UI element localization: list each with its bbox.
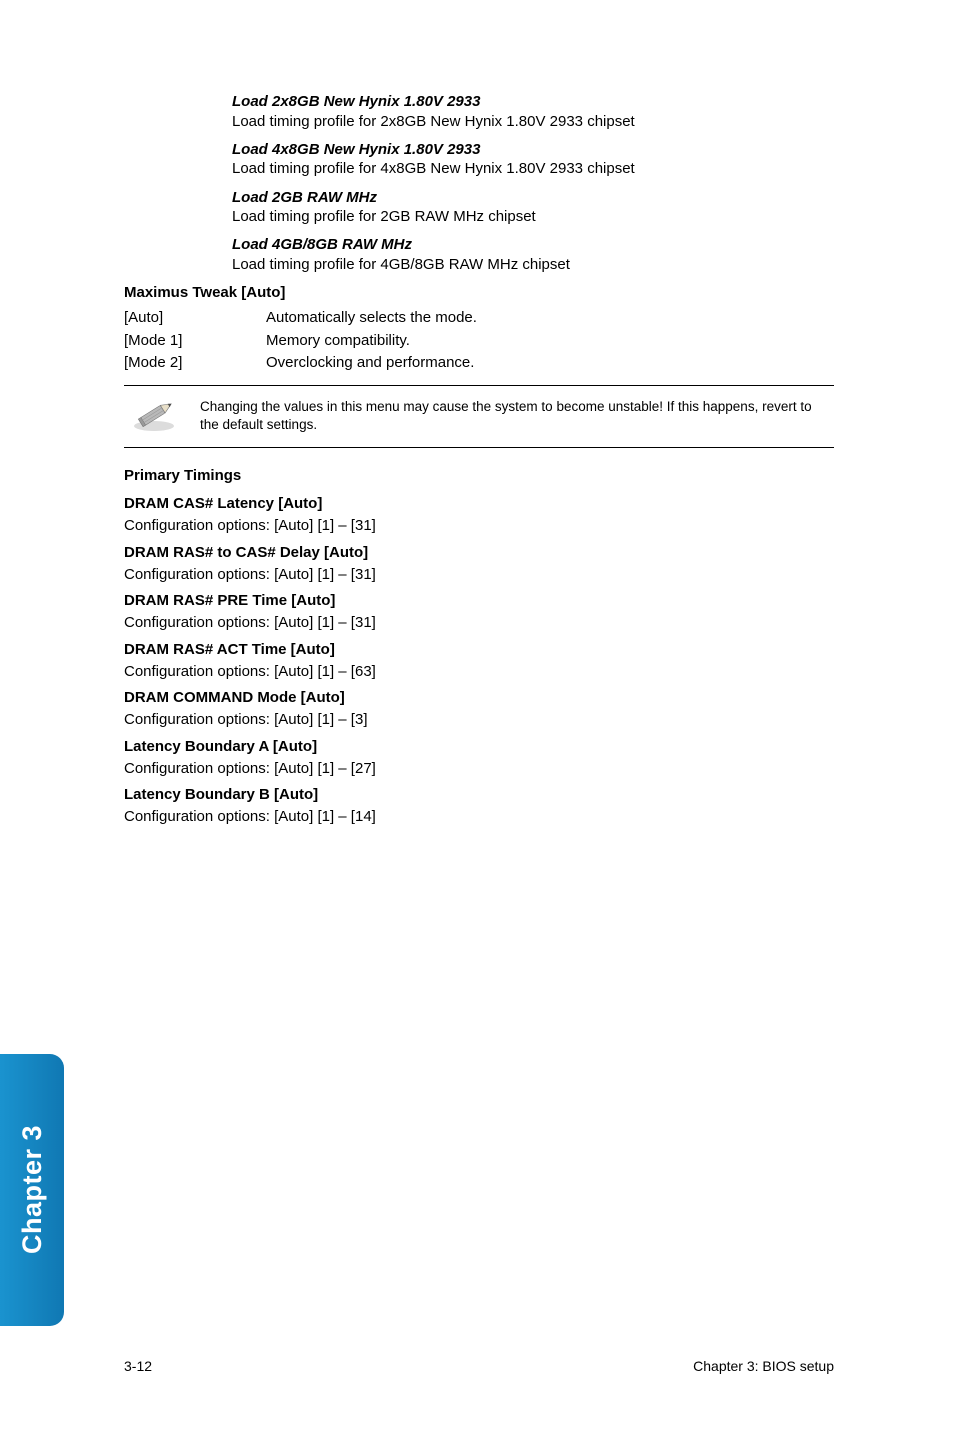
option-key: [Auto] (124, 307, 266, 330)
profile-title: Load 4GB/8GB RAW MHz (232, 235, 834, 255)
footer-title: Chapter 3: BIOS setup (693, 1358, 834, 1374)
profile-title: Load 4x8GB New Hynix 1.80V 2933 (232, 140, 834, 160)
note-text: Changing the values in this menu may cau… (200, 398, 826, 434)
page-footer: 3-12 Chapter 3: BIOS setup (124, 1358, 834, 1374)
option-val: Automatically selects the mode. (266, 307, 477, 330)
options-table: [Auto] Automatically selects the mode. [… (124, 307, 834, 375)
timing-title: DRAM RAS# to CAS# Delay [Auto] (124, 543, 834, 563)
primary-timings-heading: Primary Timings (124, 466, 834, 486)
option-row: [Mode 2] Overclocking and performance. (124, 352, 834, 375)
timing-title: DRAM RAS# ACT Time [Auto] (124, 640, 834, 660)
profile-title: Load 2x8GB New Hynix 1.80V 2933 (232, 92, 834, 112)
profile-desc: Load timing profile for 4x8GB New Hynix … (232, 159, 834, 179)
option-val: Overclocking and performance. (266, 352, 474, 375)
timing-desc: Configuration options: [Auto] [1] – [31] (124, 613, 834, 633)
timing-desc: Configuration options: [Auto] [1] – [14] (124, 807, 834, 827)
profile-desc: Load timing profile for 4GB/8GB RAW MHz … (232, 255, 834, 275)
profile-desc: Load timing profile for 2x8GB New Hynix … (232, 112, 834, 132)
timing-desc: Configuration options: [Auto] [1] – [31] (124, 516, 834, 536)
option-row: [Auto] Automatically selects the mode. (124, 307, 834, 330)
timing-title: DRAM RAS# PRE Time [Auto] (124, 591, 834, 611)
timing-desc: Configuration options: [Auto] [1] – [27] (124, 759, 834, 779)
page-number: 3-12 (124, 1358, 152, 1374)
timing-desc: Configuration options: [Auto] [1] – [31] (124, 565, 834, 585)
option-key: [Mode 1] (124, 330, 266, 353)
option-val: Memory compatibility. (266, 330, 410, 353)
timing-desc: Configuration options: [Auto] [1] – [3] (124, 710, 834, 730)
profile-title: Load 2GB RAW MHz (232, 188, 834, 208)
timing-title: Latency Boundary B [Auto] (124, 785, 834, 805)
timing-title: Latency Boundary A [Auto] (124, 737, 834, 757)
chapter-tab-label: Chapter 3 (17, 1125, 48, 1254)
timing-desc: Configuration options: [Auto] [1] – [63] (124, 662, 834, 682)
option-key: [Mode 2] (124, 352, 266, 375)
timing-title: DRAM COMMAND Mode [Auto] (124, 688, 834, 708)
profile-desc: Load timing profile for 2GB RAW MHz chip… (232, 207, 834, 227)
option-row: [Mode 1] Memory compatibility. (124, 330, 834, 353)
pencil-icon (130, 396, 178, 437)
note-callout: Changing the values in this menu may cau… (124, 385, 834, 448)
maximus-heading: Maximus Tweak [Auto] (124, 283, 834, 303)
chapter-tab: Chapter 3 (0, 1054, 64, 1326)
timing-title: DRAM CAS# Latency [Auto] (124, 494, 834, 514)
